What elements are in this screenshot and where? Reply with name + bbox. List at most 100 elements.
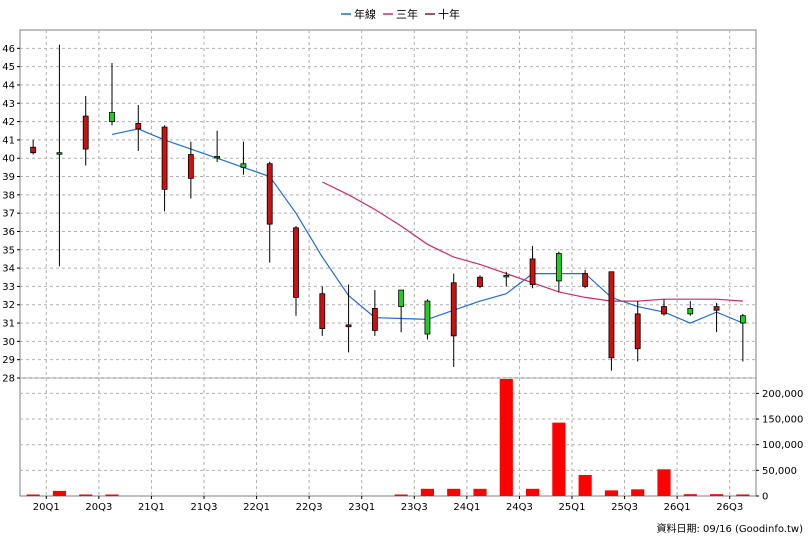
price-tick-label: 30: [2, 337, 15, 348]
candle-body: [687, 307, 694, 315]
x-tick-label: 22Q1: [243, 502, 270, 513]
price-tick-label: 38: [2, 190, 15, 201]
volume-bar: [473, 488, 487, 496]
candle-body: [30, 146, 37, 154]
volume-bar: [552, 422, 566, 496]
candle-body: [161, 126, 168, 190]
volume-bar: [736, 494, 750, 496]
candle-body: [319, 293, 326, 329]
candle: [450, 273, 457, 368]
x-tick-label: 21Q1: [138, 502, 165, 513]
candle: [398, 289, 405, 333]
volume-bar: [683, 494, 697, 496]
price-tick-label: 40: [2, 154, 15, 165]
candle: [555, 251, 562, 292]
candle-body: [56, 152, 63, 155]
x-tick-label: 25Q1: [559, 502, 586, 513]
x-tick-label: 24Q1: [453, 502, 480, 513]
volume-bar: [26, 494, 40, 496]
price-tick-label: 32: [2, 300, 15, 311]
price-tick-label: 39: [2, 172, 15, 183]
candle-body: [529, 258, 536, 285]
price-tick-label: 35: [2, 245, 15, 256]
candle: [30, 139, 37, 155]
candle-body: [240, 163, 247, 168]
volume-bar: [420, 488, 434, 496]
volume-panel: [19, 377, 757, 497]
x-tick-label: 26Q1: [664, 502, 691, 513]
volume-bar: [105, 494, 119, 496]
x-tick-label: 20Q3: [85, 502, 112, 513]
candle-body: [345, 324, 352, 328]
candle: [161, 125, 168, 212]
price-tick-label: 42: [2, 117, 15, 128]
legend-label: 年線: [354, 7, 376, 21]
candle-body: [293, 227, 299, 298]
volume-bar: [710, 494, 724, 496]
x-tick-label: 23Q1: [348, 502, 375, 513]
x-tick-label: 26Q3: [716, 502, 743, 513]
grid-lines: [20, 30, 756, 496]
volume-bar: [526, 488, 540, 496]
price-tick-label: 41: [2, 135, 15, 146]
candle-body: [371, 307, 378, 331]
price-tick-label: 29: [2, 355, 15, 366]
volume-bar: [52, 490, 66, 496]
candle: [240, 141, 247, 175]
candle-body: [477, 276, 483, 287]
volume-tick-label: 100,000: [762, 440, 803, 451]
candle: [371, 290, 378, 336]
price-tick-label: 43: [2, 99, 15, 110]
candle: [214, 130, 221, 162]
volume-bar: [604, 490, 618, 496]
price-tick-label: 28: [2, 374, 15, 385]
candle-body: [713, 306, 720, 311]
volume-bar: [499, 379, 513, 496]
candle: [582, 269, 589, 289]
candle: [477, 275, 483, 289]
candle-body: [739, 315, 746, 324]
volume-bars: [26, 379, 750, 496]
candle-body: [82, 115, 89, 150]
volume-bar: [657, 469, 671, 496]
candle-body: [634, 313, 641, 350]
candle: [266, 161, 273, 263]
candle-body: [582, 273, 589, 287]
volume-tick-label: 0: [762, 492, 768, 503]
legend-label: 十年: [438, 7, 460, 21]
candle: [529, 246, 536, 289]
x-tick-label: 24Q3: [506, 502, 533, 513]
volume-axis: 0 50,000 100,000 150,000 200,000: [756, 389, 803, 503]
x-tick-label: 22Q3: [296, 502, 323, 513]
candle: [187, 141, 194, 199]
candle-body: [503, 275, 510, 278]
x-tick-label: 25Q3: [611, 502, 638, 513]
x-axis: 20Q1 20Q3 21Q1 21Q3 22Q1 22Q3 23Q1 23Q3 24Q1 24Q3…: [33, 496, 743, 513]
x-tick-label: 23Q3: [401, 502, 428, 513]
source-label: 資料日期: 09/16 (Goodinfo.tw): [656, 522, 803, 535]
candle-body: [266, 163, 273, 225]
candle-body: [661, 306, 667, 315]
volume-bar: [631, 489, 645, 496]
price-tick-label: 33: [2, 282, 15, 293]
price-panel: [19, 29, 757, 379]
candle-body: [555, 253, 562, 282]
price-tick-label: 37: [2, 209, 15, 220]
x-tick-label: 20Q1: [33, 502, 60, 513]
candle: [293, 225, 299, 316]
candle: [687, 301, 694, 316]
price-tick-label: 44: [2, 80, 15, 91]
candles: [30, 44, 746, 371]
price-tick-label: 45: [2, 62, 15, 73]
candle-body: [608, 271, 615, 359]
volume-tick-label: 150,000: [762, 415, 803, 426]
legend-label: 三年: [396, 7, 418, 21]
volume-bar: [578, 474, 592, 496]
candle: [135, 105, 142, 151]
candle: [56, 44, 63, 267]
volume-bar: [394, 494, 408, 496]
candle: [82, 95, 89, 166]
candle: [713, 302, 720, 333]
